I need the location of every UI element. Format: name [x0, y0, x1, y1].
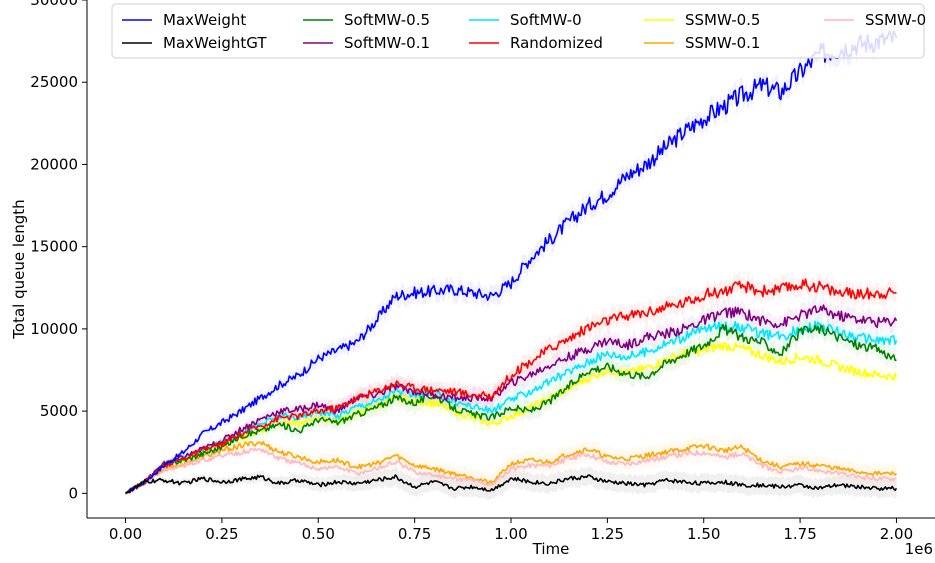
x-tick-label: 1.00: [494, 525, 527, 543]
legend-label: SSMW-0.1: [685, 34, 760, 52]
y-tick-label: 15000: [30, 238, 78, 256]
y-tick-label: 10000: [30, 320, 78, 338]
series-line: [125, 447, 897, 494]
confidence-band: [125, 296, 897, 496]
y-axis-label: Total queue length: [10, 199, 28, 339]
x-tick-label: 0.75: [398, 525, 431, 543]
series-line: [125, 474, 898, 494]
y-axis-ticks: 0 5000 10000 15000 20000 25000 30000: [30, 0, 87, 502]
series-line: [125, 304, 898, 494]
legend-label: SoftMW-0.5: [344, 11, 430, 29]
y-tick-label: 5000: [40, 402, 78, 420]
y-tick-label: 30000: [30, 0, 78, 9]
series-line: [125, 323, 897, 494]
legend-label: SSMW-0: [865, 11, 926, 29]
series-line: [125, 278, 897, 494]
x-tick-label: 1.50: [687, 525, 720, 543]
legend-label: SoftMW-0: [510, 11, 582, 29]
series-lines: [125, 30, 898, 494]
legend-label: MaxWeightGT: [163, 34, 267, 52]
x-tick-label: 0.50: [302, 525, 335, 543]
x-tick-label: 1.25: [591, 525, 624, 543]
legend-label: Randomized: [510, 34, 603, 52]
series-line: [125, 440, 898, 494]
x-axis-offset-label: 1e6: [905, 540, 933, 558]
x-tick-label: 1.75: [783, 525, 816, 543]
x-axis-label: Time: [532, 540, 570, 558]
series-line: [125, 320, 898, 494]
legend-box: [111, 3, 925, 59]
confidence-band: [125, 270, 897, 496]
y-tick-label: 25000: [30, 73, 78, 91]
confidence-band: [125, 315, 897, 496]
legend: MaxWeight MaxWeightGT SoftMW-0.5 SoftMW-0.1…: [111, 3, 926, 59]
legend-label: SoftMW-0.1: [344, 34, 430, 52]
confidence-band: [125, 312, 897, 496]
series-line: [125, 341, 898, 494]
legend-label: SSMW-0.5: [685, 11, 760, 29]
x-tick-label: 2.00: [880, 525, 913, 543]
series-line: [125, 30, 898, 494]
confidence-band: [125, 333, 897, 496]
confidence-band: [125, 466, 897, 500]
y-tick-label: 0: [68, 484, 78, 502]
y-tick-label: 20000: [30, 155, 78, 173]
legend-label: MaxWeight: [163, 11, 246, 29]
x-tick-label: 0.25: [205, 525, 238, 543]
x-tick-label: 0.00: [109, 525, 142, 543]
x-axis-ticks: 0.00 0.25 0.50 0.75 1.00 1.25 1.50 1.75 2.00: [109, 518, 913, 543]
